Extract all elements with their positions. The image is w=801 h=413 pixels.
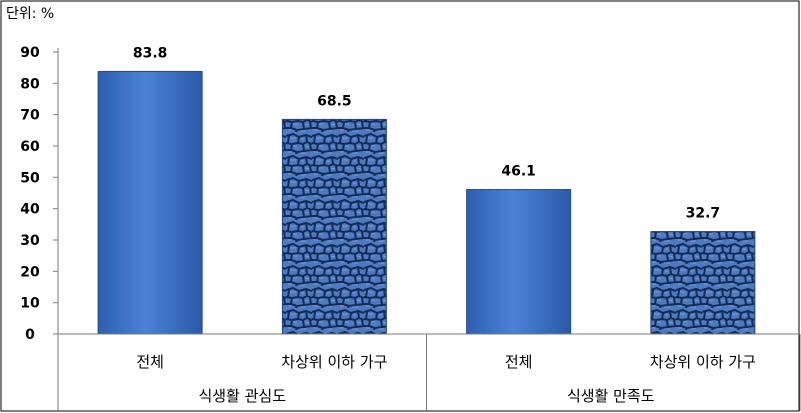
bars: 83.8 68.5 46.1 32.7: [97, 45, 756, 335]
bar-shade: [282, 119, 387, 334]
y-tick-label: 10: [20, 296, 40, 312]
category-label: 전체: [505, 353, 533, 371]
category-label: 전체: [136, 353, 164, 371]
y-tick-label: 70: [20, 108, 40, 124]
y-tick-label: 90: [20, 45, 40, 61]
bar-1-2: [281, 118, 387, 335]
y-tick-label: 20: [20, 264, 40, 280]
y-tick-label: 40: [20, 202, 40, 218]
data-label: 46.1: [501, 164, 536, 180]
y-tick-label: 0: [25, 327, 35, 343]
bar-shade: [650, 231, 755, 334]
bar-1-1: [97, 70, 203, 335]
category-label: 차상위 이하 가구: [650, 353, 756, 371]
category-label: 차상위 이하 가구: [281, 353, 387, 371]
data-label: 68.5: [317, 93, 352, 109]
group-label: 식생활 만족도: [567, 387, 655, 405]
group-label: 식생활 관심도: [198, 387, 286, 405]
data-label: 32.7: [686, 206, 721, 222]
data-label: 83.8: [133, 45, 168, 61]
bar-2-1: [466, 189, 572, 335]
unit-label: 단위: %: [6, 6, 55, 22]
y-tick-label: 80: [20, 76, 40, 92]
y-tick-label: 50: [20, 170, 40, 186]
y-tick-label: 30: [20, 233, 40, 249]
y-tick-label: 60: [20, 139, 40, 155]
